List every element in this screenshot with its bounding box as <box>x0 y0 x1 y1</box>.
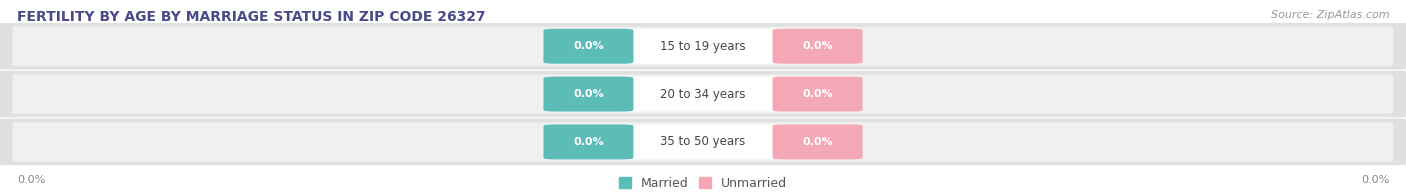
Text: FERTILITY BY AGE BY MARRIAGE STATUS IN ZIP CODE 26327: FERTILITY BY AGE BY MARRIAGE STATUS IN Z… <box>17 10 485 24</box>
Text: 0.0%: 0.0% <box>574 137 603 147</box>
FancyBboxPatch shape <box>543 29 633 64</box>
FancyBboxPatch shape <box>543 77 862 112</box>
Text: 15 to 19 years: 15 to 19 years <box>661 40 745 53</box>
FancyBboxPatch shape <box>543 29 862 64</box>
Text: 35 to 50 years: 35 to 50 years <box>661 135 745 148</box>
FancyBboxPatch shape <box>543 124 633 159</box>
FancyBboxPatch shape <box>773 29 862 64</box>
FancyBboxPatch shape <box>543 124 862 159</box>
Text: 0.0%: 0.0% <box>803 41 832 51</box>
Text: 0.0%: 0.0% <box>574 89 603 99</box>
FancyBboxPatch shape <box>0 119 1406 165</box>
Text: 0.0%: 0.0% <box>574 41 603 51</box>
Legend: Married, Unmarried: Married, Unmarried <box>619 177 787 190</box>
FancyBboxPatch shape <box>773 77 862 112</box>
Text: 20 to 34 years: 20 to 34 years <box>661 88 745 101</box>
FancyBboxPatch shape <box>0 23 1406 70</box>
Text: 0.0%: 0.0% <box>803 137 832 147</box>
Text: 0.0%: 0.0% <box>1361 175 1389 185</box>
FancyBboxPatch shape <box>13 122 1393 162</box>
FancyBboxPatch shape <box>0 71 1406 117</box>
Text: Source: ZipAtlas.com: Source: ZipAtlas.com <box>1271 10 1389 20</box>
FancyBboxPatch shape <box>13 74 1393 114</box>
FancyBboxPatch shape <box>773 124 862 159</box>
Text: 0.0%: 0.0% <box>17 175 45 185</box>
FancyBboxPatch shape <box>543 77 633 112</box>
FancyBboxPatch shape <box>13 27 1393 66</box>
Text: 0.0%: 0.0% <box>803 89 832 99</box>
